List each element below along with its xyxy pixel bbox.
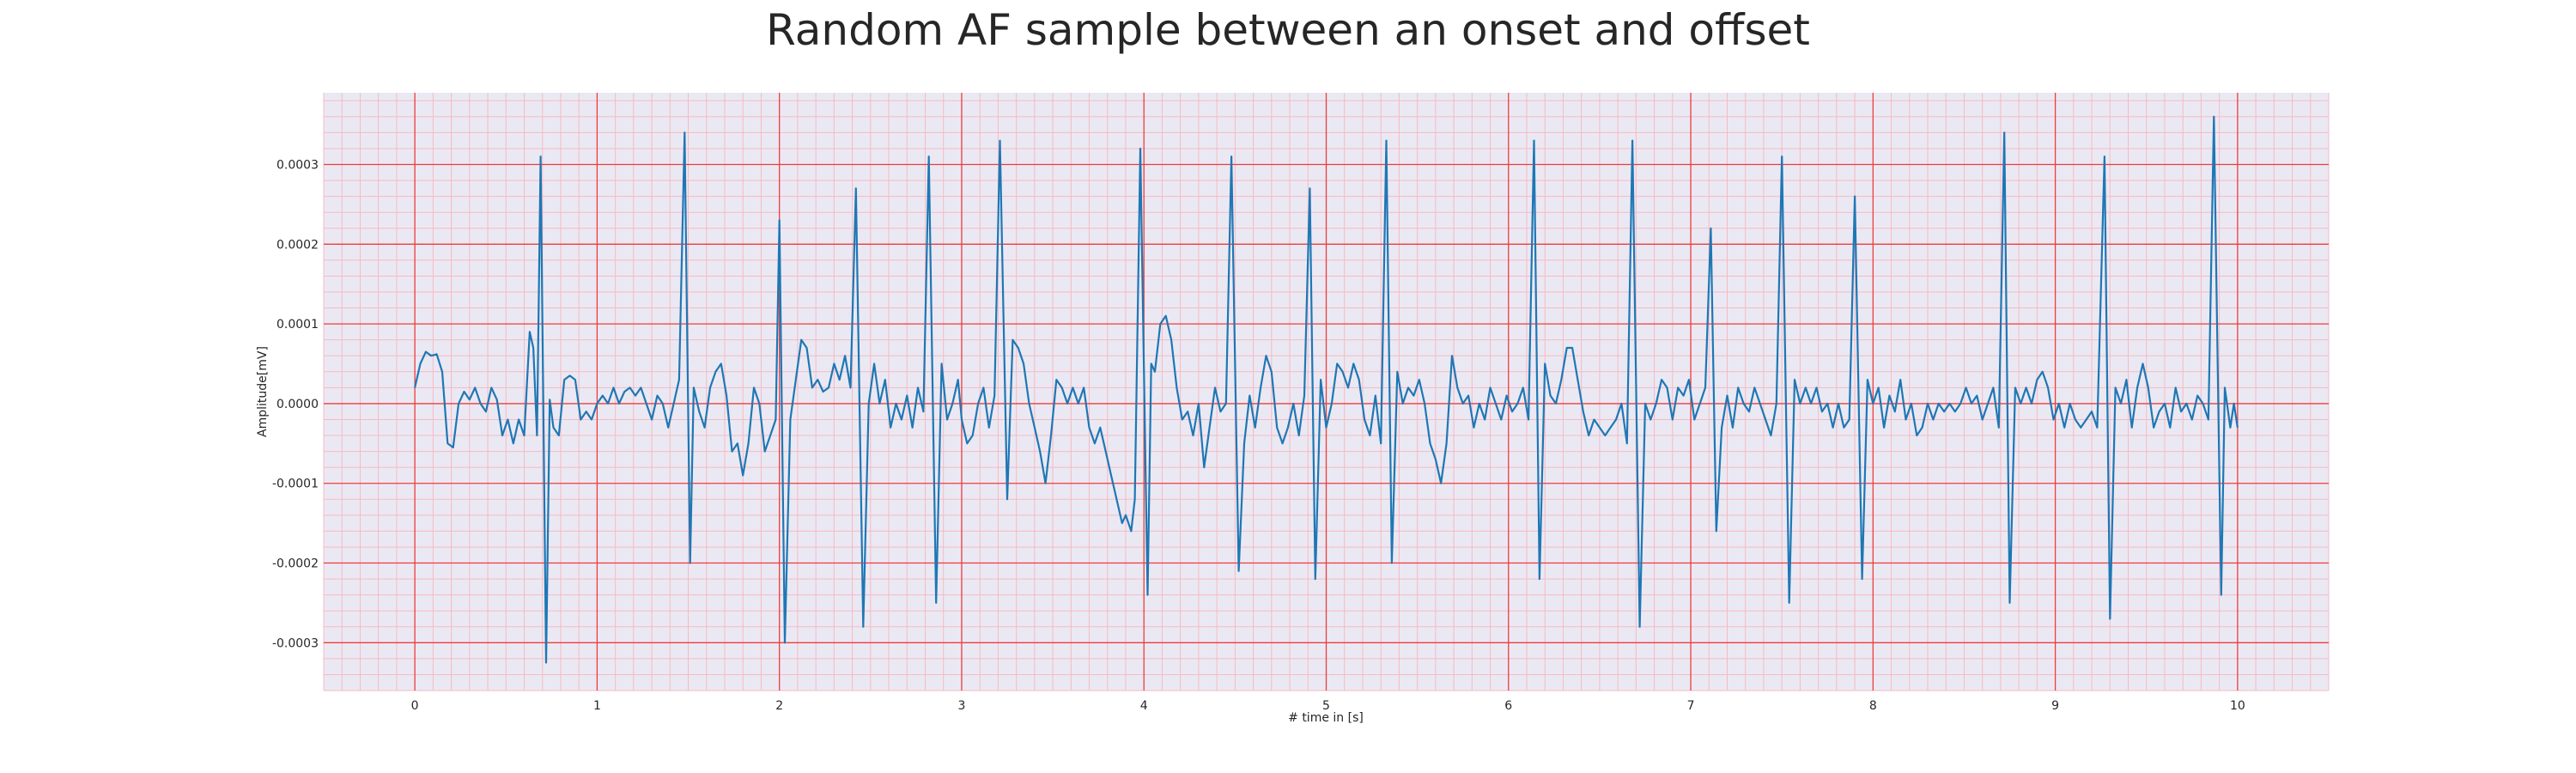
x-tick-label: 2 xyxy=(775,699,783,713)
x-tick-label: 10 xyxy=(2230,699,2245,713)
x-tick-label: 7 xyxy=(1687,699,1695,713)
x-tick-label: 9 xyxy=(2051,699,2059,713)
x-tick-label: 6 xyxy=(1504,699,1512,713)
chart-title: Random AF sample between an onset and of… xyxy=(766,5,1810,55)
major-grid xyxy=(324,93,2329,691)
x-axis-label: # time in [s] xyxy=(1288,711,1364,725)
y-tick-label: 0.0002 xyxy=(276,238,319,252)
y-axis-ticks: 0.0003 0.0002 0.0001 0.0000 -0.0001 -0.0002 -0… xyxy=(272,159,319,651)
x-tick-label: 8 xyxy=(1869,699,1877,713)
y-tick-label: -0.0001 xyxy=(272,478,319,491)
y-tick-label: -0.0003 xyxy=(272,636,319,650)
x-tick-label: 1 xyxy=(593,699,601,713)
x-tick-label: 0 xyxy=(411,699,419,713)
x-tick-label: 4 xyxy=(1140,699,1148,713)
y-axis-label: Amplitude[mV] xyxy=(256,346,270,437)
y-tick-label: 0.0001 xyxy=(276,318,319,332)
y-tick-label: 0.0000 xyxy=(276,398,319,411)
series-line xyxy=(414,115,2239,664)
x-tick-label: 3 xyxy=(957,699,965,713)
x-axis-ticks: 0 1 2 3 4 5 6 7 8 9 10 xyxy=(411,699,2245,713)
y-tick-label: 0.0003 xyxy=(276,159,319,173)
x-tick-label: 5 xyxy=(1322,699,1330,713)
y-tick-label: -0.0002 xyxy=(272,557,319,571)
